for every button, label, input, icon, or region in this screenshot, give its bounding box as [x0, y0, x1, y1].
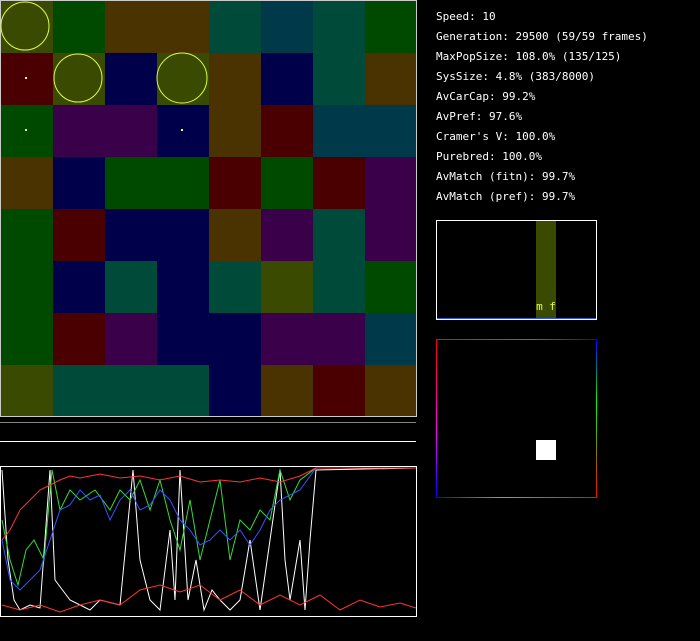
grid-cell — [157, 209, 209, 261]
grid-cell — [365, 209, 417, 261]
grid-cell — [105, 1, 157, 53]
grid-cell — [261, 105, 313, 157]
grid-cell — [261, 313, 313, 365]
grid-cell — [105, 53, 157, 105]
grid-cell — [1, 209, 53, 261]
grid-cell — [365, 1, 417, 53]
grid-cell — [261, 53, 313, 105]
grid-cell — [261, 261, 313, 313]
grid-cell — [209, 261, 261, 313]
grid-cell — [313, 53, 365, 105]
grid-cell — [105, 261, 157, 313]
grid-cell — [1, 157, 53, 209]
grid-cell — [209, 1, 261, 53]
histogram-bar — [536, 221, 556, 319]
grid-cell — [313, 313, 365, 365]
grid-cell — [313, 105, 365, 157]
history-lines — [1, 467, 417, 613]
stat-line: AvPref: 97.6% — [436, 110, 522, 123]
stat-line: Purebred: 100.0% — [436, 150, 542, 163]
grid-cell — [261, 209, 313, 261]
grid-cell — [365, 365, 417, 417]
grid-cell — [313, 1, 365, 53]
food-dot — [25, 129, 27, 131]
world-grid — [1, 1, 417, 417]
grid-cell — [53, 53, 105, 105]
grid-cell — [365, 105, 417, 157]
food — [25, 77, 183, 131]
grid-cell — [365, 53, 417, 105]
stat-line: AvMatch (pref): 99.7% — [436, 190, 575, 203]
grid-cell — [261, 157, 313, 209]
grid-cell — [1, 365, 53, 417]
grid-cell — [365, 157, 417, 209]
grid-cell — [209, 105, 261, 157]
line-blue — [1, 467, 416, 591]
grid-cell — [209, 209, 261, 261]
agent — [156, 52, 208, 104]
grid-cell — [105, 105, 157, 157]
grid-cell — [53, 209, 105, 261]
grid-cell — [209, 157, 261, 209]
grid-cell — [365, 261, 417, 313]
stat-line: Generation: 29500 (59/59 frames) — [436, 30, 648, 43]
grid-cell — [105, 209, 157, 261]
grid-cell — [53, 313, 105, 365]
grid-cell — [157, 365, 209, 417]
grid-cell — [365, 313, 417, 365]
grid-cell — [209, 53, 261, 105]
grid-cell — [105, 157, 157, 209]
grid-cell — [157, 261, 209, 313]
grid-cell — [53, 105, 105, 157]
agent — [53, 53, 103, 103]
histogram-label: m f — [536, 300, 556, 313]
food-dot — [181, 129, 183, 131]
grid-cell — [313, 261, 365, 313]
grid-cell — [313, 209, 365, 261]
grid-cell — [313, 157, 365, 209]
preference-box — [436, 339, 597, 498]
histogram-box — [436, 220, 597, 320]
world-border — [0, 0, 417, 417]
grid-cell — [53, 261, 105, 313]
grid-cell — [1, 313, 53, 365]
grid-cell — [105, 365, 157, 417]
grid-cell — [157, 313, 209, 365]
grid-cell — [209, 313, 261, 365]
stats-panel: Speed: 10 Generation: 29500 (59/59 frames… — [436, 10, 648, 203]
stat-line: Speed: 10 — [436, 10, 496, 23]
stat-line: AvCarCap: 99.2% — [436, 90, 536, 103]
agents — [0, 1, 208, 104]
grid-cell — [53, 157, 105, 209]
grid-cell — [261, 365, 313, 417]
grid-cell — [313, 365, 365, 417]
line-white — [1, 467, 417, 612]
line-red-low — [1, 584, 417, 613]
history-plot — [0, 466, 417, 617]
line-green — [1, 467, 416, 587]
stat-line: MaxPopSize: 108.0% (135/125) — [436, 50, 621, 63]
grid-cell — [105, 313, 157, 365]
grid-cell — [53, 1, 105, 53]
stat-line: Cramer's V: 100.0% — [436, 130, 556, 143]
food-dot — [25, 77, 27, 79]
preference-point — [536, 440, 556, 460]
grid-cell — [157, 53, 209, 105]
grid-cell — [261, 1, 313, 53]
grid-cell — [157, 157, 209, 209]
grid-cell — [1, 261, 53, 313]
line-red — [1, 467, 416, 541]
stat-line: AvMatch (fitn): 99.7% — [436, 170, 575, 183]
grid-cell — [209, 365, 261, 417]
grid-cell — [53, 365, 105, 417]
stat-line: SysSize: 4.8% (383/8000) — [436, 70, 595, 83]
agent — [0, 1, 50, 51]
grid-cell — [157, 1, 209, 53]
